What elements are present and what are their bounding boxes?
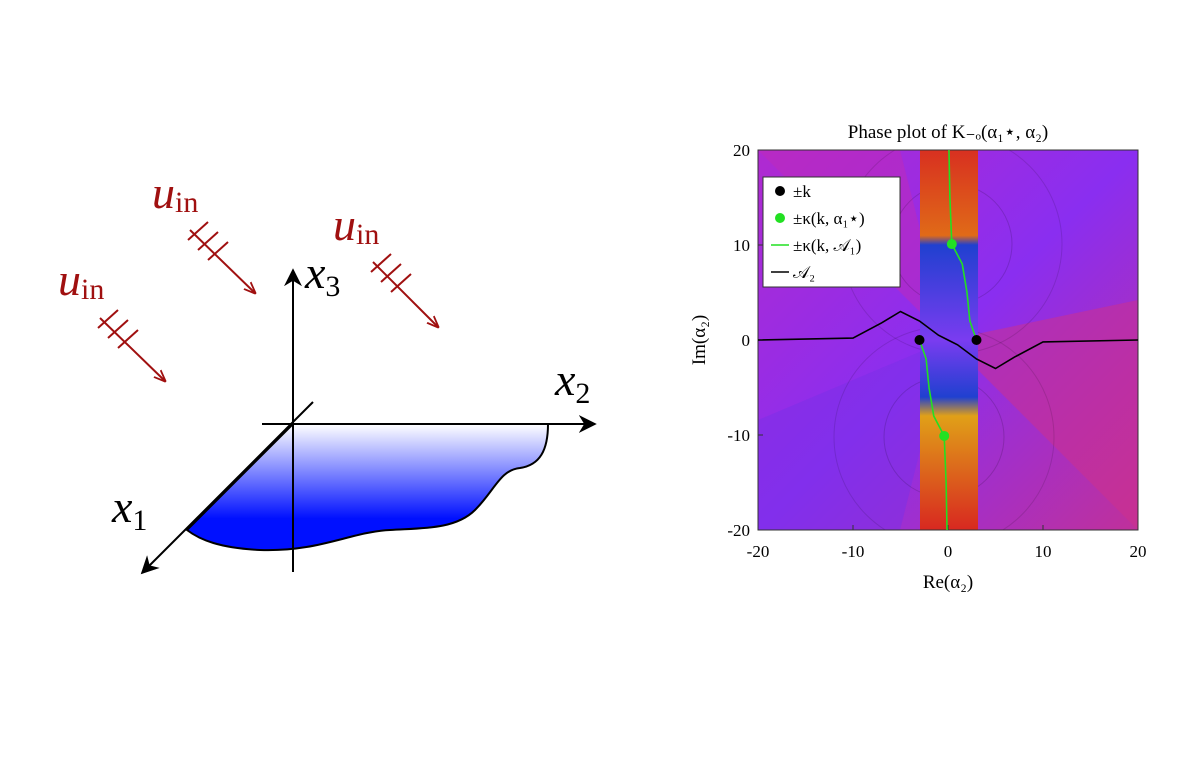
plot-layer: -20 -10 0 10 20 -20 -10 0 10 20 ±k ±κ(k, α₁⋆) ±κ(k, … xyxy=(727,141,1146,561)
series-line xyxy=(918,150,978,530)
point xyxy=(939,430,950,441)
axis-label: x1 xyxy=(111,481,147,537)
y-tick-label: 20 xyxy=(733,141,750,160)
y-tick-label: -20 xyxy=(727,521,750,540)
point xyxy=(946,239,957,250)
y-tick-label: 0 xyxy=(742,331,751,350)
surface xyxy=(185,423,550,552)
y-tick-label: 10 xyxy=(733,236,750,255)
legend-box xyxy=(762,176,901,288)
axis-label: x2 xyxy=(554,354,590,410)
chart-title: Phase plot of K₋ₒ(α₁⋆, α₂) xyxy=(848,122,1048,143)
scattering-diagram: uin uin uin x1 x2 x3 xyxy=(58,167,597,575)
y-axis-label: Im(α₂) xyxy=(689,315,710,365)
x-tick-label: 10 xyxy=(1035,542,1052,561)
axis-label: x3 xyxy=(304,247,340,303)
x-tick-label: 0 xyxy=(944,542,953,561)
legend-label: ±κ(k, 𝒜₁) xyxy=(793,236,861,255)
y-tick-label: -10 xyxy=(727,426,750,445)
series-line xyxy=(758,310,1138,370)
x-tick-label: 20 xyxy=(1130,542,1147,561)
legend-label: ±κ(k, α₁⋆) xyxy=(793,209,865,228)
series-layer xyxy=(758,150,1138,530)
wave-label: uin xyxy=(152,167,198,219)
incident-arrows xyxy=(97,221,438,381)
x-tick-label: -10 xyxy=(842,542,865,561)
point xyxy=(914,335,925,345)
point xyxy=(971,335,982,345)
legend-label: ±k xyxy=(793,182,811,201)
x-axis-label: Re(α₂) xyxy=(923,572,973,593)
wave-label: uin xyxy=(58,254,104,306)
legend-swatch xyxy=(775,213,785,223)
legend-label: 𝒜₂ xyxy=(793,263,815,282)
x-tick-label: -20 xyxy=(747,542,770,561)
legend-swatch xyxy=(775,186,785,196)
wave-label: uin xyxy=(333,199,379,251)
axis-x1 xyxy=(140,401,314,575)
